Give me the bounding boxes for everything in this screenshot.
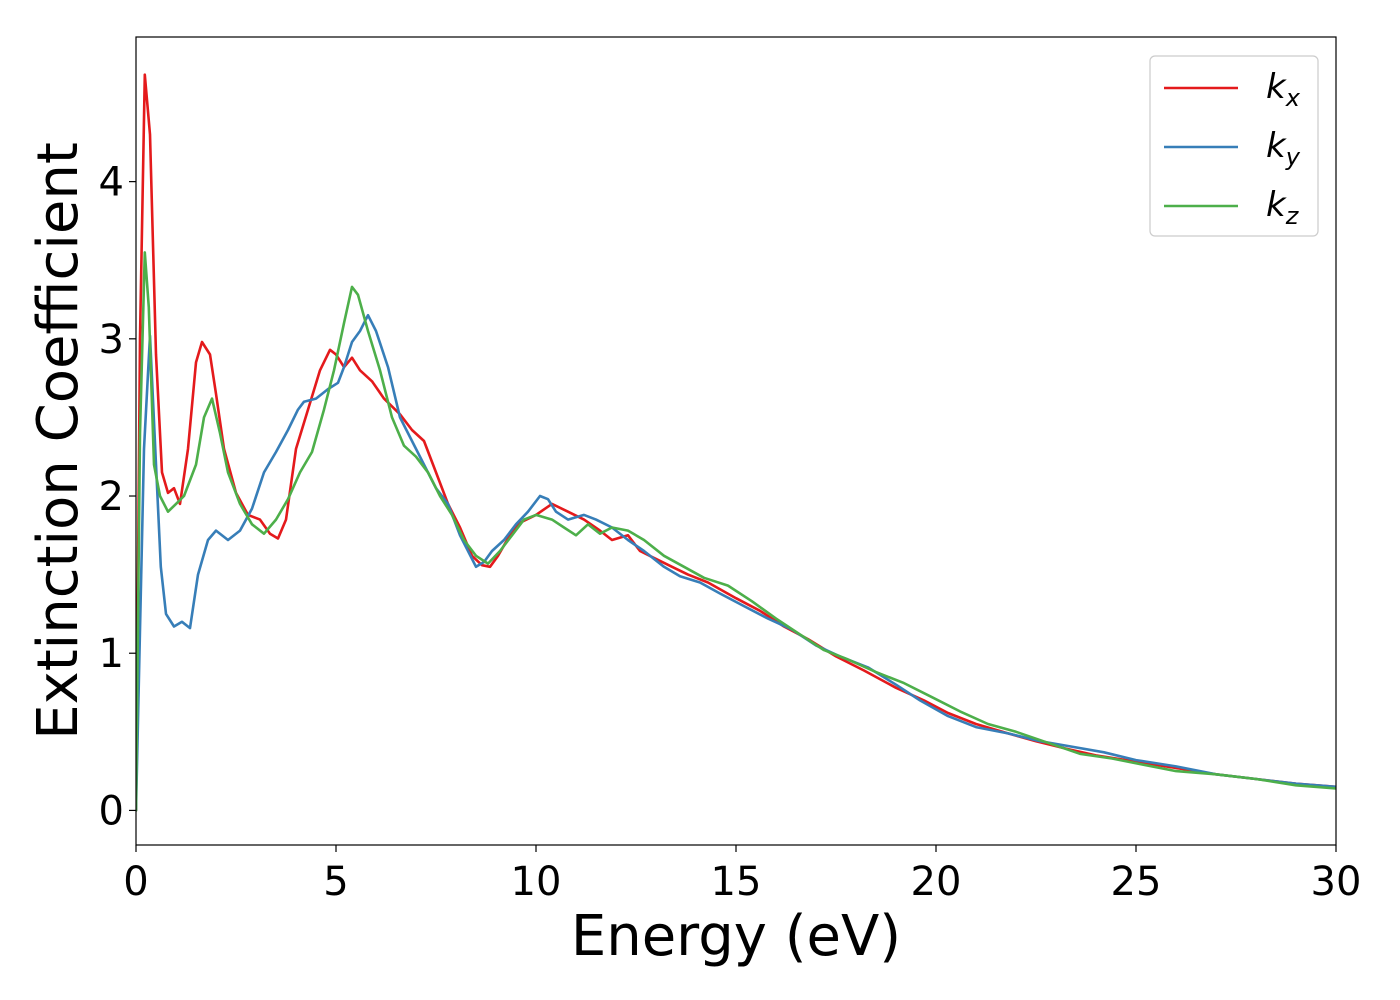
legend-label-kz: kz <box>1266 185 1300 230</box>
y-tick-label: 1 <box>99 631 124 677</box>
y-axis-label: Extinction Coefficient <box>26 142 91 740</box>
x-tick-label: 10 <box>511 859 562 905</box>
x-tick-label: 30 <box>1311 859 1362 905</box>
series-layer <box>136 73 1336 812</box>
x-tick-label: 5 <box>323 859 348 905</box>
x-tick-label: 25 <box>1111 859 1162 905</box>
legend-label-kx: kx <box>1266 67 1301 112</box>
y-tick-label: 0 <box>99 788 124 834</box>
y-tick-label: 4 <box>99 160 124 206</box>
y-axis: 0 1 2 3 4 <box>99 160 136 834</box>
x-axis: 0 5 10 15 20 25 30 <box>123 845 1361 905</box>
x-axis-label: Energy (eV) <box>571 904 901 969</box>
y-tick-label: 3 <box>99 317 124 363</box>
x-tick-label: 0 <box>123 859 148 905</box>
legend-label-ky: ky <box>1266 126 1301 171</box>
y-tick-label: 2 <box>99 474 124 520</box>
legend: kx ky kz <box>1149 55 1319 237</box>
x-tick-label: 20 <box>911 859 962 905</box>
x-tick-label: 15 <box>711 859 762 905</box>
series-line-kz <box>136 251 1336 812</box>
